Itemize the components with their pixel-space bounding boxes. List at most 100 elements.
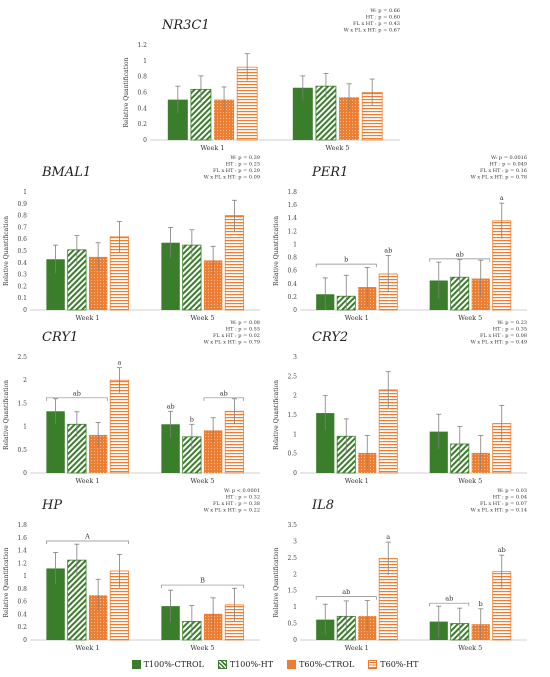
y-tick-label: 1.5	[17, 400, 27, 407]
legend-item-t100-ctrol: T100%-CTROL	[131, 659, 204, 669]
stat-text: HT : p = 0.32	[226, 495, 260, 501]
chart-title: CRY1	[42, 330, 78, 345]
stat-text: FL x HT : p = 0.43	[353, 21, 400, 27]
y-tick-label: 0.2	[137, 121, 147, 128]
stat-text: FL x HT : p = 0.08	[480, 333, 527, 339]
significance-bracket	[161, 584, 244, 589]
y-tick-label: 0.2	[17, 283, 27, 290]
y-tick-label: 1.5	[287, 588, 297, 595]
y-tick-label: 0.5	[17, 248, 27, 255]
chart-title: BMAL1	[41, 165, 91, 180]
legend-label-t100-ht: T100%-HT	[229, 659, 274, 669]
y-axis-label: Relative Quantification	[3, 547, 10, 617]
y-axis-label: Relative Quantification	[273, 216, 280, 286]
significance-label: a	[386, 533, 390, 541]
stat-text: HT : p = 0.55	[226, 327, 260, 333]
bar-t100-ctrol	[46, 411, 65, 473]
y-tick-label: 2	[293, 393, 297, 400]
stat-text: HT : p = 0.35	[493, 327, 527, 333]
y-tick-label: 0.8	[17, 586, 27, 593]
y-tick-label: 1	[23, 573, 27, 580]
y-tick-label: 1	[143, 58, 147, 65]
y-tick-label: 3	[293, 538, 297, 545]
bracket-label: ab	[445, 595, 453, 603]
stat-text: HT : p = 0.25	[226, 162, 260, 168]
chart-title: NR3C1	[161, 18, 210, 33]
legend-item-t60-ctrol: T60%-CTROL	[287, 659, 354, 669]
y-tick-label: 1.2	[137, 42, 147, 49]
significance-bracket	[429, 602, 470, 607]
y-tick-label: 0.8	[17, 213, 27, 220]
bar-t100-ctrol	[161, 606, 180, 640]
y-tick-label: 0	[23, 307, 27, 314]
significance-bracket	[46, 540, 129, 544]
y-tick-label: 1.8	[17, 522, 27, 529]
x-tick-label: Week 1	[76, 314, 100, 322]
y-tick-label: 1.4	[287, 215, 297, 222]
y-tick-label: 1	[23, 424, 27, 431]
bar-t60-ctrol	[203, 260, 223, 310]
stat-text: W x FL x HT: p = 0.14	[471, 508, 527, 514]
x-tick-label: Week 1	[345, 314, 369, 322]
bar-t100-ctrol	[161, 424, 180, 473]
stat-text: HT : p = 0.60	[366, 15, 400, 21]
significance-label: ab	[498, 546, 506, 554]
x-tick-label: Week 1	[345, 644, 369, 652]
y-tick-label: 0	[293, 307, 297, 314]
bracket-label: ab	[220, 389, 228, 397]
y-axis-label: Relative Quantification	[3, 380, 10, 450]
stat-text: FL x HT : p = 0.16	[480, 168, 527, 174]
stat-text: W: p < 0.0001	[224, 488, 260, 494]
bar-t100-ctrol	[316, 413, 335, 473]
significance-label: a	[500, 194, 504, 202]
stat-text: W: p = 0.08	[230, 320, 260, 326]
bar-t60-ht	[109, 379, 130, 474]
y-axis-label: Relative Quantification	[3, 216, 10, 286]
y-tick-label: 1	[23, 189, 27, 196]
y-tick-label: 0.6	[137, 90, 147, 97]
stat-text: W x FL x HT: p = 0.78	[471, 175, 527, 181]
y-tick-label: 0	[293, 470, 297, 477]
significance-bracket	[315, 596, 377, 600]
y-tick-label: 0.2	[17, 624, 27, 631]
legend-swatch-t100-ctrol	[131, 659, 141, 669]
bar-t60-ctrol	[88, 256, 108, 310]
y-tick-label: 1.4	[17, 548, 27, 555]
bar-t100-ctrol	[46, 568, 65, 640]
x-tick-label: Week 5	[191, 644, 215, 652]
y-tick-label: 0	[23, 637, 27, 644]
y-tick-label: 1	[293, 604, 297, 611]
significance-bracket	[203, 397, 244, 401]
chart-title: HP	[41, 498, 62, 513]
legend-swatch-t100-ht	[217, 659, 227, 669]
stat-text: W: p = 0.03	[497, 488, 527, 494]
bar-t100-ctrol	[46, 259, 65, 310]
x-tick-label: Week 5	[458, 644, 482, 652]
y-tick-label: 0.2	[287, 294, 297, 301]
y-tick-label: 0.4	[287, 281, 297, 288]
y-tick-label: 0.6	[287, 268, 297, 275]
y-tick-label: 0.4	[137, 105, 147, 112]
y-tick-label: 3	[293, 354, 297, 361]
stat-text: W: p = 0.0016	[491, 155, 527, 161]
x-tick-label: Week 5	[326, 144, 350, 152]
x-tick-label: Week 1	[345, 477, 369, 485]
y-tick-label: 2	[23, 377, 27, 384]
x-tick-label: Week 5	[191, 314, 215, 322]
y-tick-label: 0	[23, 470, 27, 477]
stat-text: W: p = 0.39	[230, 155, 260, 161]
y-tick-label: 0.6	[17, 599, 27, 606]
y-axis-label: Relative Quantification	[273, 547, 280, 617]
legend-label-t100-ctrol: T100%-CTROL	[143, 659, 204, 669]
y-tick-label: 1	[293, 241, 297, 248]
bracket-label: b	[344, 256, 348, 264]
stat-text: FL x HT : p = 0.02	[213, 333, 260, 339]
y-tick-label: 2.5	[287, 555, 297, 562]
stat-text: W x FL x HT: p = 0.67	[344, 28, 400, 34]
